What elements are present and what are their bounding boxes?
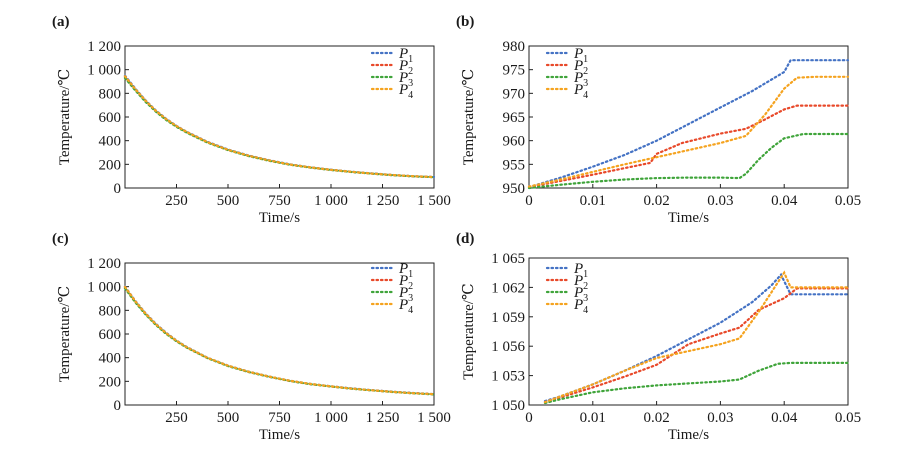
series-line-p4 xyxy=(123,75,436,179)
y-tick-label: 1 059 xyxy=(491,310,525,326)
legend-subscript: 1 xyxy=(583,54,588,65)
y-tick-label: 400 xyxy=(99,134,122,150)
x-tick-label: 250 xyxy=(165,410,188,426)
y-axis-title: Temperature/℃ xyxy=(57,69,73,166)
x-axis-title: Time/s xyxy=(668,210,709,226)
x-tick-label: 0.04 xyxy=(771,193,798,209)
legend-subscript: 1 xyxy=(408,54,413,65)
y-tick-label: 1 200 xyxy=(87,256,121,272)
series-line-p3 xyxy=(527,132,850,190)
x-tick-label: 0 xyxy=(525,193,533,209)
legend-subscript: 1 xyxy=(408,269,413,280)
series-line-p4 xyxy=(543,270,850,404)
y-tick-label: 600 xyxy=(99,110,122,126)
y-tick-label: 0 xyxy=(114,181,122,197)
x-axis-title: Time/s xyxy=(259,210,300,226)
x-tick-label: 0.05 xyxy=(835,193,861,209)
legend-subscript: 4 xyxy=(408,305,413,316)
series-line-p4 xyxy=(527,75,850,188)
x-tick-label: 1 500 xyxy=(417,410,451,426)
x-tick-label: 250 xyxy=(165,193,188,209)
x-tick-label: 0.01 xyxy=(580,410,606,426)
legend-subscript: 2 xyxy=(583,281,588,292)
legend-subscript: 3 xyxy=(583,78,588,89)
y-axis-title: Temperature/℃ xyxy=(461,283,477,380)
y-tick-label: 950 xyxy=(503,181,526,197)
y-tick-label: 970 xyxy=(503,86,526,102)
y-tick-label: 200 xyxy=(99,374,122,390)
plot-frame xyxy=(124,262,435,406)
y-tick-label: 0 xyxy=(114,398,122,414)
x-tick-label: 0.02 xyxy=(643,193,669,209)
panel-label: (a) xyxy=(52,14,70,30)
series-line-p2 xyxy=(543,287,850,404)
x-tick-label: 1 000 xyxy=(314,193,348,209)
series-line-p2 xyxy=(527,104,850,189)
y-tick-label: 1 050 xyxy=(491,398,525,414)
y-tick-label: 955 xyxy=(503,157,526,173)
y-tick-label: 600 xyxy=(99,327,122,343)
legend-subscript: 3 xyxy=(583,293,588,304)
plot-frame xyxy=(124,45,435,189)
x-tick-label: 0.02 xyxy=(643,410,669,426)
y-tick-label: 960 xyxy=(503,134,526,150)
x-tick-label: 750 xyxy=(268,410,291,426)
legend-subscript: 3 xyxy=(408,78,413,89)
legend-subscript: 1 xyxy=(583,269,588,280)
legend-subscript: 4 xyxy=(583,90,588,101)
y-tick-label: 200 xyxy=(99,157,122,173)
x-tick-label: 500 xyxy=(217,193,240,209)
y-tick-label: 1 062 xyxy=(491,280,525,296)
panel-label: (d) xyxy=(456,231,474,247)
y-tick-label: 1 000 xyxy=(87,280,121,296)
legend-subscript: 2 xyxy=(408,281,413,292)
panel-d: (d) 0 0.01 0.02 0.03 0.04 0.05 1 050 1 053 1 056 1… xyxy=(456,231,861,443)
x-tick-label: 1 250 xyxy=(366,410,400,426)
panel-a: (a) 250 500 750 1 000 1 250 1 500 0 200 400 600 800… xyxy=(52,14,451,226)
y-tick-label: 400 xyxy=(99,351,122,367)
x-tick-label: 1 500 xyxy=(417,193,451,209)
x-tick-label: 0.05 xyxy=(835,410,861,426)
y-tick-label: 980 xyxy=(503,39,526,55)
legend-subscript: 4 xyxy=(583,305,588,316)
x-axis-title: Time/s xyxy=(668,427,709,443)
y-tick-label: 965 xyxy=(503,110,526,126)
x-tick-label: 750 xyxy=(268,193,291,209)
y-tick-label: 1 053 xyxy=(491,369,525,385)
series-line-p1 xyxy=(527,59,850,189)
y-tick-label: 800 xyxy=(99,86,122,102)
series-line-p4 xyxy=(123,285,436,396)
legend-subscript: 3 xyxy=(408,293,413,304)
x-tick-label: 0.04 xyxy=(771,410,798,426)
y-tick-label: 1 000 xyxy=(87,63,121,79)
legend-subscript: 2 xyxy=(583,66,588,77)
y-axis-title: Temperature/℃ xyxy=(461,69,477,166)
y-tick-label: 800 xyxy=(99,303,122,319)
x-tick-label: 0.03 xyxy=(707,410,733,426)
legend-subscript: 4 xyxy=(408,90,413,101)
series-line-p3 xyxy=(543,361,850,405)
x-axis-title: Time/s xyxy=(259,427,300,443)
x-tick-label: 1 250 xyxy=(366,193,400,209)
x-tick-label: 0.03 xyxy=(707,193,733,209)
x-tick-label: 0 xyxy=(525,410,533,426)
y-tick-label: 975 xyxy=(503,63,526,79)
y-tick-label: 1 056 xyxy=(491,339,525,355)
panel-c: (c) 250 500 750 1 000 1 250 1 500 0 200 400 600 800… xyxy=(52,231,451,443)
panel-label: (c) xyxy=(52,231,69,247)
panel-b: (b) 0 0.01 0.02 0.03 0.04 0.05 950 955 960 965 970 9… xyxy=(456,14,861,226)
legend-subscript: 2 xyxy=(408,66,413,77)
y-tick-label: 1 200 xyxy=(87,39,121,55)
y-axis-title: Temperature/℃ xyxy=(57,286,73,383)
x-tick-label: 0.01 xyxy=(580,193,606,209)
panel-label: (b) xyxy=(456,14,474,30)
plot-frame xyxy=(528,257,849,406)
x-tick-label: 500 xyxy=(217,410,240,426)
x-tick-label: 1 000 xyxy=(314,410,348,426)
y-tick-label: 1 065 xyxy=(491,251,525,267)
